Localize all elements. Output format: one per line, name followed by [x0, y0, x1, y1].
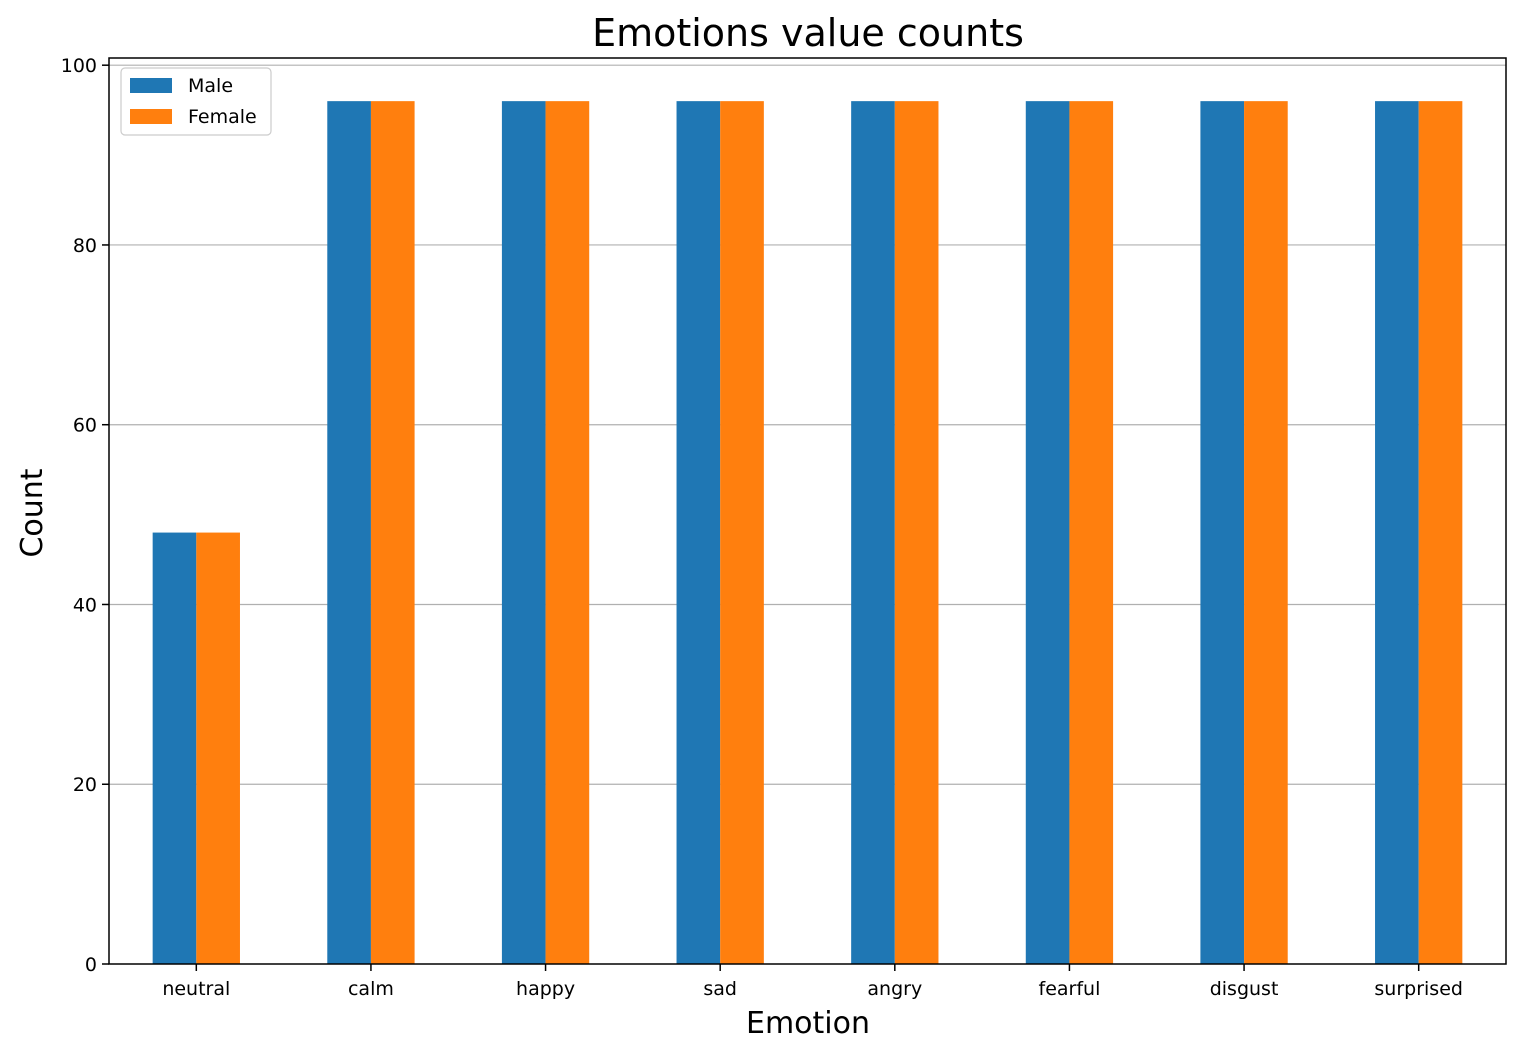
x-tick-label-fearful: fearful [1039, 978, 1101, 1000]
y-axis-label: Count [15, 468, 50, 557]
x-tick-label-calm: calm [348, 978, 394, 1000]
bar-female-neutral [196, 532, 240, 964]
grid-lines [109, 64, 1506, 785]
x-tick-label-angry: angry [867, 978, 922, 1000]
bar-male-neutral [152, 532, 197, 964]
bar-male-disgust [1200, 101, 1245, 964]
bar-female-sad [720, 101, 764, 964]
legend-swatch-female [130, 109, 172, 124]
y-tick-label: 80 [73, 235, 97, 257]
bar-female-calm [370, 101, 415, 964]
legend: Male Female [120, 67, 272, 136]
x-tick-label-sad: sad [703, 978, 737, 1000]
bar-female-fearful [1069, 101, 1114, 964]
x-axis-ticks: neutral calm happy sad angry fearful disgust su… [162, 964, 1463, 1000]
bar-male-sad [676, 101, 721, 964]
bar-female-happy [545, 101, 590, 964]
bar-male-angry [851, 101, 895, 964]
bar-female-disgust [1244, 101, 1288, 964]
bar-male-calm [327, 101, 371, 964]
bars [152, 101, 1463, 964]
bar-female-surprised [1418, 101, 1463, 964]
x-tick-label-disgust: disgust [1210, 978, 1279, 1000]
bar-male-fearful [1025, 101, 1070, 964]
y-tick-label: 100 [61, 55, 97, 77]
x-tick-label-surprised: surprised [1374, 978, 1463, 1000]
bar-male-happy [501, 101, 546, 964]
y-tick-label: 60 [73, 415, 97, 437]
x-tick-label-neutral: neutral [162, 978, 230, 1000]
y-tick-label: 40 [73, 594, 97, 616]
bar-male-surprised [1375, 101, 1419, 964]
x-tick-label-happy: happy [516, 978, 575, 1000]
legend-swatch-male [130, 78, 172, 93]
plot-frame [108, 57, 1507, 965]
bar-female-angry [894, 101, 939, 964]
legend-label-female: Female [188, 106, 257, 128]
y-tick-label: 0 [85, 954, 97, 976]
x-axis-label: Emotion [746, 1006, 870, 1041]
legend-label-male: Male [188, 75, 233, 97]
y-axis-ticks: 0 20 40 60 80 100 [61, 55, 109, 976]
chart-title: Emotions value counts [592, 11, 1024, 55]
y-tick-label: 20 [73, 774, 97, 796]
